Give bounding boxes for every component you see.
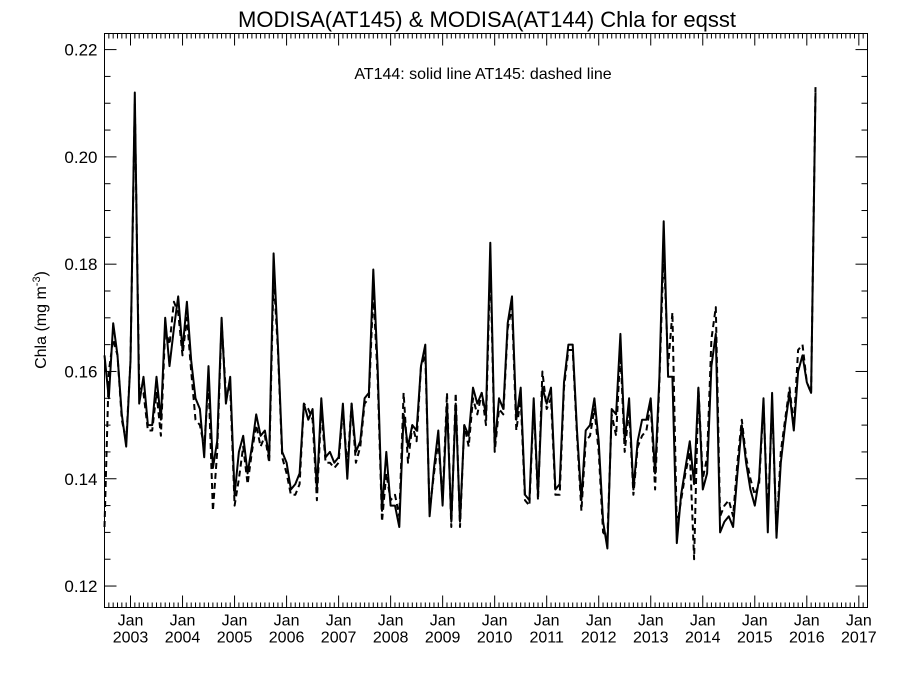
x-tick-month-label: Jan: [430, 613, 456, 630]
x-tick-year-label: 2005: [217, 630, 253, 647]
x-tick-month-label: Jan: [222, 613, 248, 630]
x-tick-year-label: 2007: [321, 630, 357, 647]
x-tick-month-label: Jan: [846, 613, 872, 630]
x-tick-year-label: 2017: [841, 630, 877, 647]
x-tick-month-label: Jan: [534, 613, 560, 630]
series-line-at145: [103, 87, 817, 561]
x-tick-month-label: Jan: [118, 613, 144, 630]
y-tick-label: 0.18: [64, 255, 97, 274]
series-line-at144: [103, 91, 817, 550]
x-tick-year-label: 2003: [113, 630, 149, 647]
series-lines: [103, 87, 817, 561]
x-tick-year-label: 2014: [685, 630, 721, 647]
x-tick-month-label: Jan: [794, 613, 820, 630]
x-tick-month-label: Jan: [742, 613, 768, 630]
y-axis-label: Chla (mg m-3): [31, 271, 50, 369]
x-tick-month-label: Jan: [690, 613, 716, 630]
x-tick-year-label: 2009: [425, 630, 461, 647]
axis-ticks: 0.120.140.160.180.200.22Jan2003Jan2004Ja…: [64, 33, 877, 647]
y-tick-label: 0.12: [64, 577, 97, 596]
y-tick-label: 0.20: [64, 148, 97, 167]
x-tick-month-label: Jan: [170, 613, 196, 630]
x-tick-year-label: 2016: [789, 630, 825, 647]
y-tick-label: 0.22: [64, 41, 97, 60]
x-tick-year-label: 2008: [373, 630, 409, 647]
x-tick-year-label: 2012: [581, 630, 617, 647]
x-tick-year-label: 2006: [269, 630, 305, 647]
plot-frame: [104, 33, 868, 608]
y-axis-label-close: ): [33, 271, 50, 276]
y-tick-label: 0.16: [64, 362, 97, 381]
x-tick-year-label: 2013: [633, 630, 669, 647]
x-tick-month-label: Jan: [482, 613, 508, 630]
x-tick-year-label: 2004: [165, 630, 201, 647]
x-tick-year-label: 2015: [737, 630, 773, 647]
x-tick-year-label: 2011: [529, 630, 564, 647]
chart-title: MODISA(AT145) & MODISA(AT144) Chla for e…: [238, 7, 736, 32]
x-tick-month-label: Jan: [326, 613, 352, 630]
y-axis-label-superscript: -3: [31, 276, 43, 286]
x-tick-month-label: Jan: [586, 613, 612, 630]
y-tick-label: 0.14: [64, 470, 97, 489]
x-tick-year-label: 2010: [477, 630, 513, 647]
y-axis-label-text: Chla (mg m: [33, 286, 50, 369]
x-tick-month-label: Jan: [274, 613, 300, 630]
x-tick-month-label: Jan: [638, 613, 664, 630]
x-tick-month-label: Jan: [378, 613, 404, 630]
legend-annotation: AT144: solid line AT145: dashed line: [354, 66, 611, 83]
